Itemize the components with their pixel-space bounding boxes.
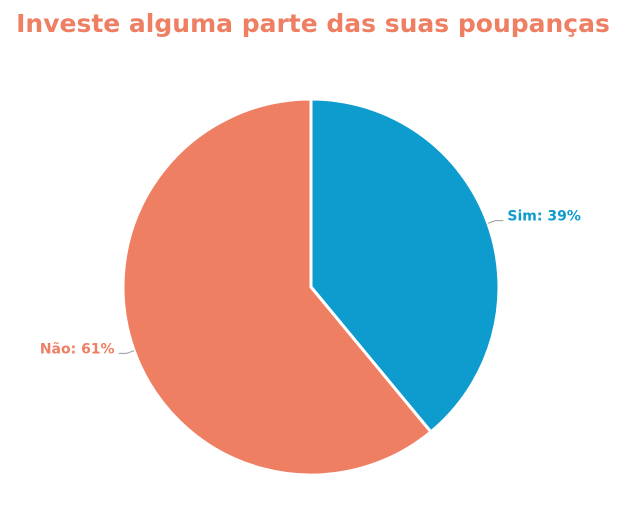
pie-slice (309, 97, 501, 434)
leader-line (487, 220, 504, 224)
chart-title: Investe alguma parte das suas poupanças (16, 9, 610, 38)
data-label: Não: 61% (40, 341, 115, 357)
leader-line (118, 350, 135, 354)
data-label: Sim: 39% (507, 209, 580, 225)
